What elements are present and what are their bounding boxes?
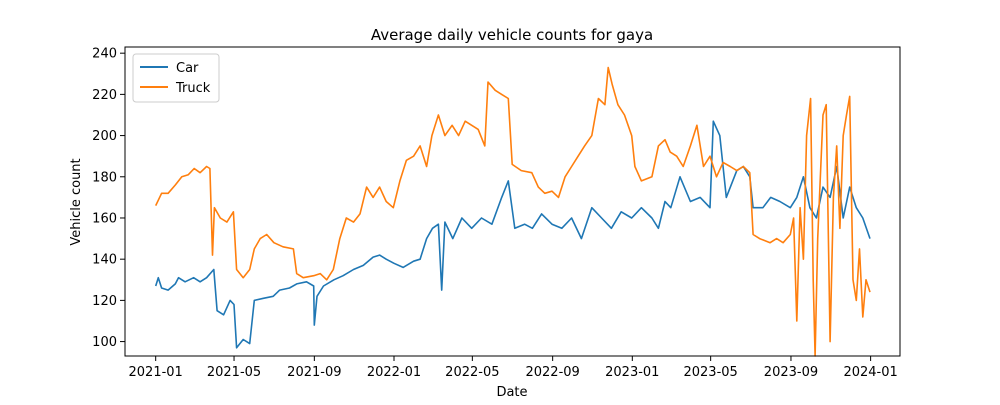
y-tick-label: 140 xyxy=(92,253,117,268)
y-axis-ticks: 100 120 140 160 180 200 220 240 xyxy=(92,47,125,350)
x-tick-label: 2021-01 xyxy=(129,365,183,380)
x-tick-label: 2021-09 xyxy=(287,365,341,380)
y-tick-label: 160 xyxy=(92,211,117,226)
y-tick-label: 200 xyxy=(92,129,117,144)
y-tick-label: 120 xyxy=(92,294,117,309)
x-tick-label: 2023-01 xyxy=(605,365,659,380)
legend: Car Truck xyxy=(132,53,220,103)
plot-frame xyxy=(124,46,901,357)
x-tick-label: 2023-05 xyxy=(683,365,737,380)
x-tick-label: 2024-01 xyxy=(843,365,897,380)
series-line-truck xyxy=(154,66,871,357)
series-layer xyxy=(154,66,871,357)
x-axis-ticks: 2021-01 2021-05 2021-09 2022-01 2022-05 2022-… xyxy=(129,356,898,380)
y-axis-label: Vehicle count xyxy=(69,158,84,245)
x-tick-label: 2022-09 xyxy=(525,365,579,380)
legend-label-car: Car xyxy=(176,61,199,76)
y-tick-label: 240 xyxy=(92,47,117,62)
y-tick-label: 100 xyxy=(92,335,117,350)
chart-title: Average daily vehicle counts for gaya xyxy=(371,26,653,44)
y-tick-label: 220 xyxy=(92,88,117,103)
x-tick-label: 2023-09 xyxy=(764,365,818,380)
x-tick-label: 2022-05 xyxy=(445,365,499,380)
x-tick-label: 2021-05 xyxy=(207,365,261,380)
x-axis-label: Date xyxy=(496,385,527,400)
y-tick-label: 180 xyxy=(92,170,117,185)
legend-label-truck: Truck xyxy=(175,81,211,96)
x-tick-label: 2022-01 xyxy=(367,365,421,380)
series-line-car xyxy=(154,120,871,349)
